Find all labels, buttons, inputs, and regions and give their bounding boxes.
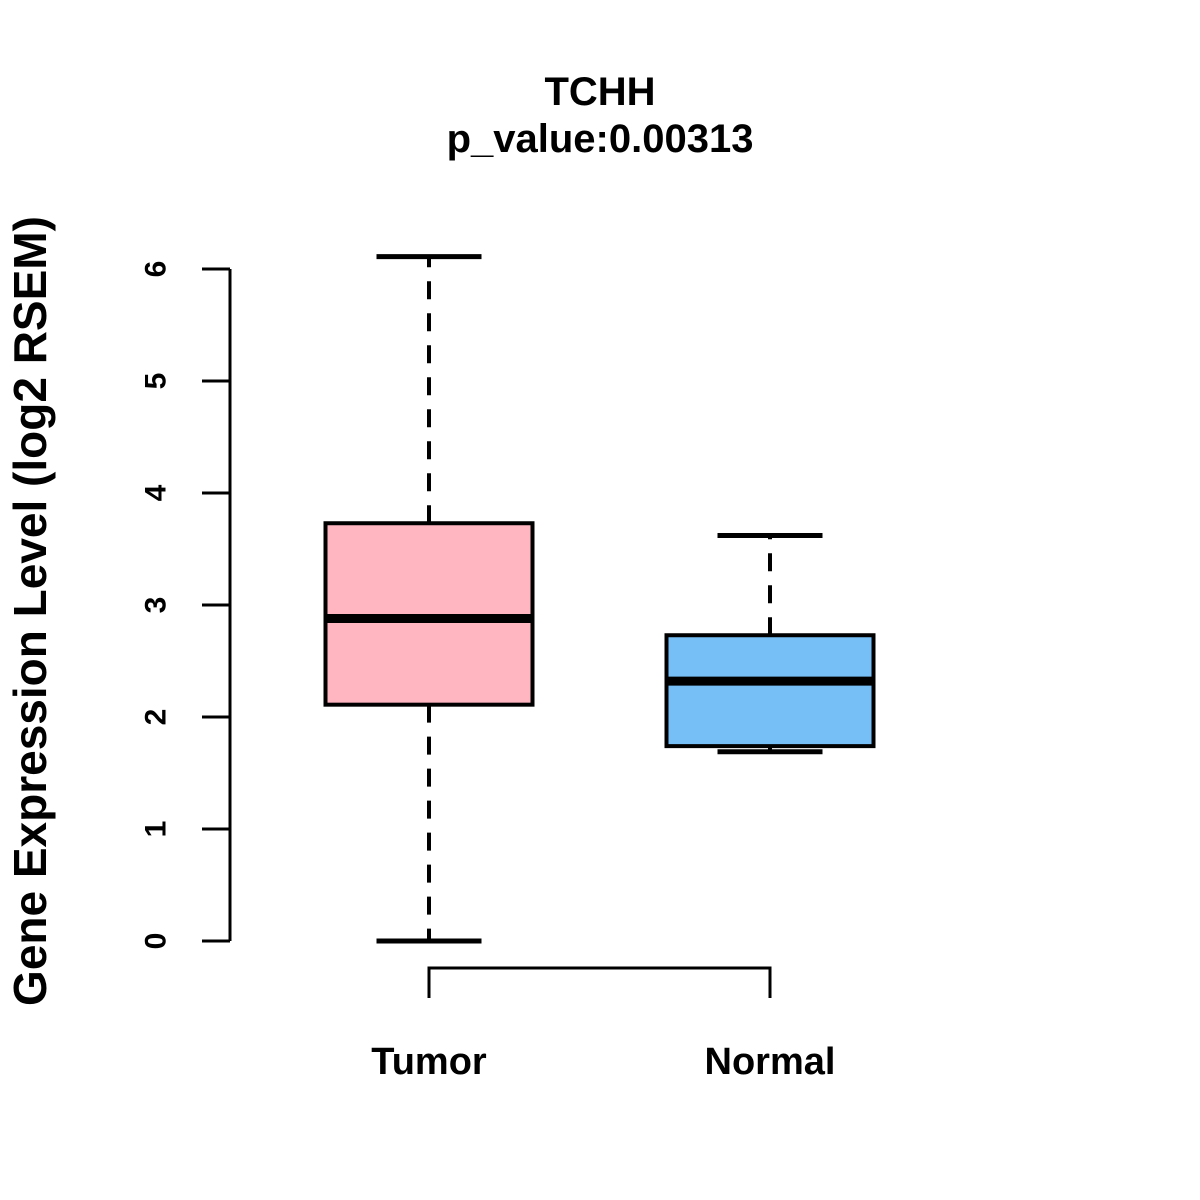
y-tick-label: 3 <box>140 597 173 614</box>
y-tick-label: 0 <box>140 933 173 950</box>
x-axis-bracket <box>427 966 772 998</box>
chart-subtitle: p_value:0.00313 <box>446 117 754 161</box>
y-tick-label: 2 <box>140 709 173 726</box>
box-normal <box>664 633 876 749</box>
x-category-label: Tumor <box>371 1041 487 1083</box>
y-tick-label: 5 <box>140 373 173 390</box>
chart-title: TCHH <box>544 70 656 114</box>
y-tick-label: 6 <box>140 261 173 278</box>
y-tick-label: 4 <box>140 484 173 501</box>
y-tick-label: 1 <box>140 821 173 838</box>
x-category-label: Normal <box>705 1041 836 1083</box>
